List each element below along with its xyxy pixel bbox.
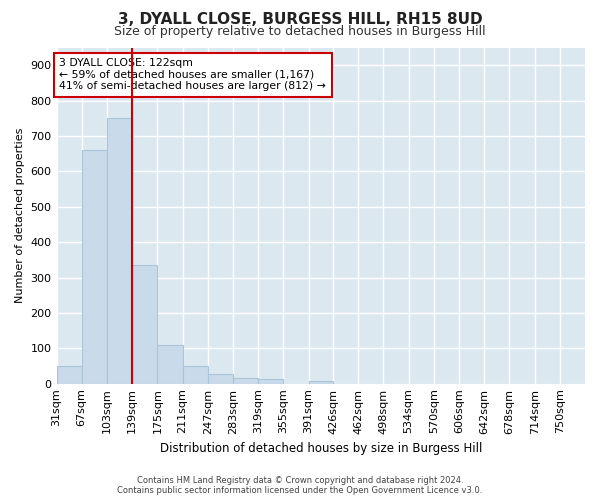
Y-axis label: Number of detached properties: Number of detached properties [15, 128, 25, 304]
Bar [182, 366, 208, 384]
Bar [258, 380, 283, 384]
Bar [208, 374, 233, 384]
Bar [308, 381, 333, 384]
Bar [157, 346, 182, 384]
Bar [132, 265, 157, 384]
Text: 3 DYALL CLOSE: 122sqm
← 59% of detached houses are smaller (1,167)
41% of semi-d: 3 DYALL CLOSE: 122sqm ← 59% of detached … [59, 58, 326, 92]
Bar [107, 118, 132, 384]
Text: 3, DYALL CLOSE, BURGESS HILL, RH15 8UD: 3, DYALL CLOSE, BURGESS HILL, RH15 8UD [118, 12, 482, 28]
Bar [233, 378, 258, 384]
X-axis label: Distribution of detached houses by size in Burgess Hill: Distribution of detached houses by size … [160, 442, 482, 455]
Bar [56, 366, 82, 384]
Text: Size of property relative to detached houses in Burgess Hill: Size of property relative to detached ho… [114, 25, 486, 38]
Text: Contains HM Land Registry data © Crown copyright and database right 2024.
Contai: Contains HM Land Registry data © Crown c… [118, 476, 482, 495]
Bar [82, 150, 107, 384]
